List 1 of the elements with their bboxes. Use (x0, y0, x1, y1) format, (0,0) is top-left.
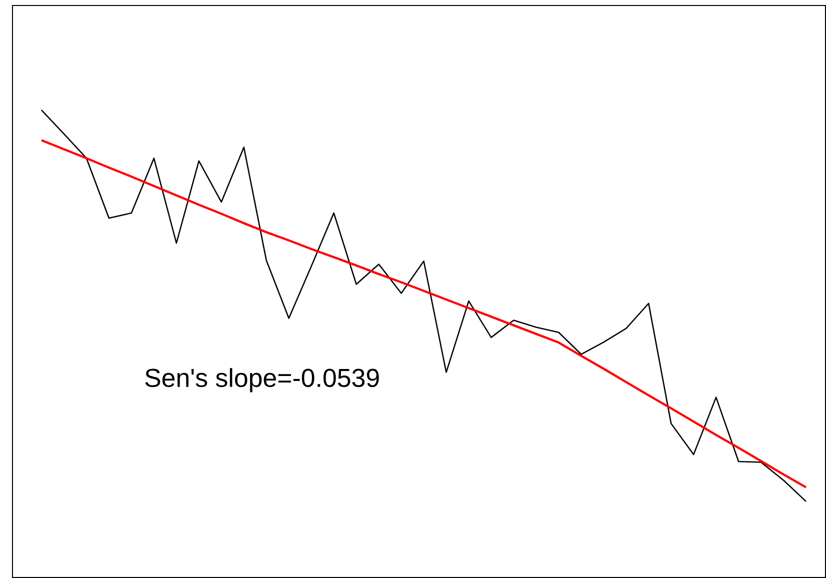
annotation: Sen's slope=-0.0539 (145, 368, 379, 392)
